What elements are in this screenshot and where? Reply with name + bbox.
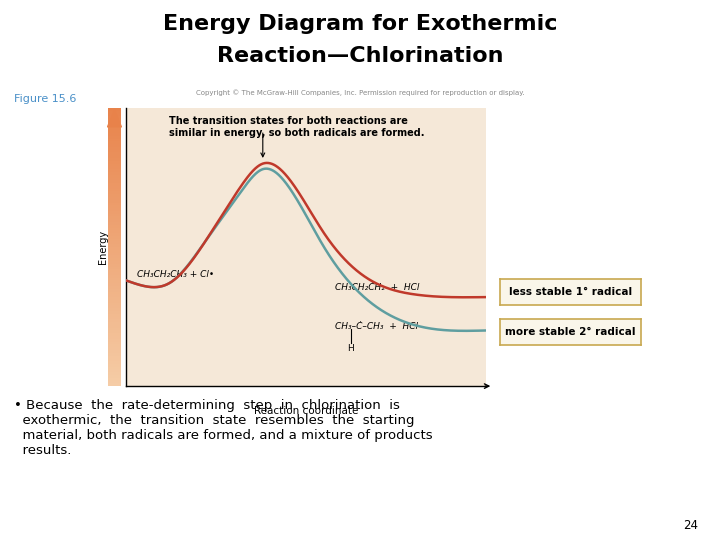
Text: CH₃–Ċ–CH₃  +  HCl: CH₃–Ċ–CH₃ + HCl xyxy=(335,322,418,331)
Text: CH₃CH₂CH₃ + Cl•: CH₃CH₂CH₃ + Cl• xyxy=(137,271,214,279)
Text: less stable 1° radical: less stable 1° radical xyxy=(509,287,632,297)
Text: 24: 24 xyxy=(683,519,698,532)
Text: Energy Diagram for Exothermic: Energy Diagram for Exothermic xyxy=(163,14,557,33)
Text: CH₃CH₂ĊH₂  +  HCl: CH₃CH₂ĊH₂ + HCl xyxy=(335,283,419,292)
Text: Figure 15.6: Figure 15.6 xyxy=(14,94,77,105)
Text: more stable 2° radical: more stable 2° radical xyxy=(505,327,636,336)
Text: Copyright © The McGraw-Hill Companies, Inc. Permission required for reproduction: Copyright © The McGraw-Hill Companies, I… xyxy=(196,89,524,96)
Text: Reaction coordinate: Reaction coordinate xyxy=(254,406,358,416)
Text: Reaction—Chlorination: Reaction—Chlorination xyxy=(217,46,503,66)
Text: • Because  the  rate-determining  step  in  chlorination  is
  exothermic,  the : • Because the rate-determining step in c… xyxy=(14,399,433,456)
Text: The transition states for both reactions are
similar in energy, so both radicals: The transition states for both reactions… xyxy=(169,116,425,138)
Text: Energy: Energy xyxy=(98,230,108,264)
Polygon shape xyxy=(107,108,122,127)
Text: H: H xyxy=(348,344,354,353)
